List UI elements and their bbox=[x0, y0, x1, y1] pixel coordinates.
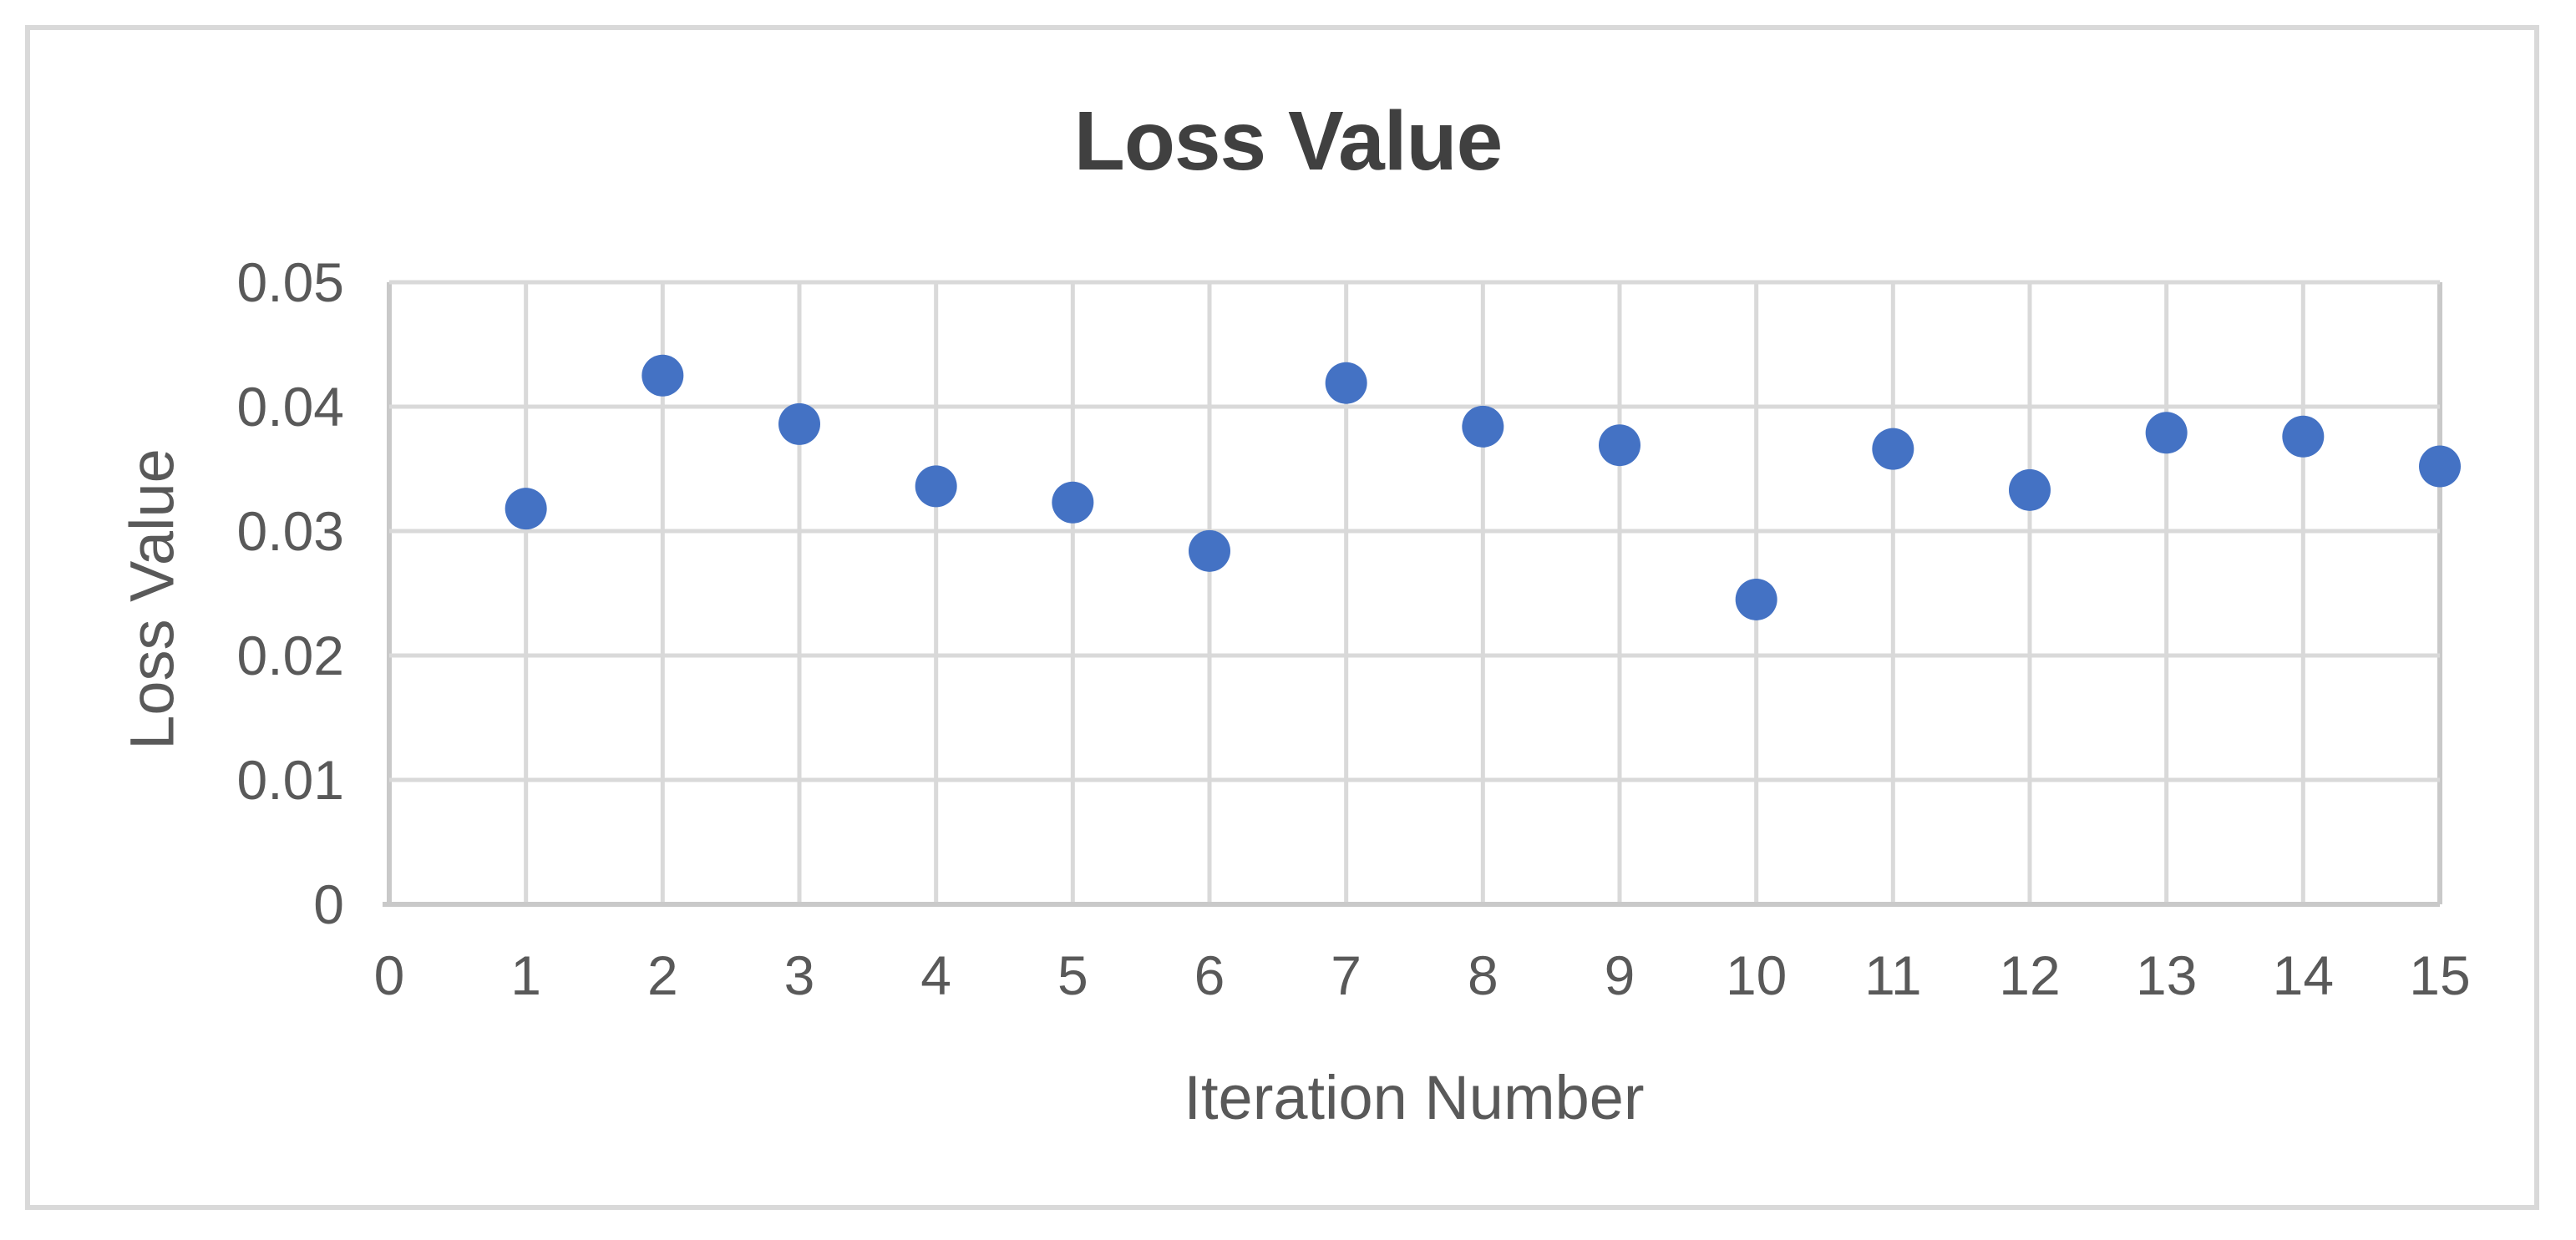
data-point-2 bbox=[641, 354, 684, 397]
y-tick-label-0.04: 0.04 bbox=[236, 376, 344, 438]
x-axis-title: Iteration Number bbox=[1184, 1063, 1645, 1132]
chart-title: Loss Value bbox=[1073, 94, 1503, 188]
x-tick-label-1: 1 bbox=[510, 944, 542, 1006]
x-tick-label-12: 12 bbox=[1999, 944, 2061, 1006]
y-tick-label-0.02: 0.02 bbox=[236, 625, 344, 686]
data-point-14 bbox=[2282, 415, 2325, 458]
data-point-3 bbox=[778, 402, 820, 445]
x-tick-label-15: 15 bbox=[2409, 944, 2471, 1006]
x-tick-label-7: 7 bbox=[1331, 944, 1362, 1006]
x-tick-label-9: 9 bbox=[1604, 944, 1635, 1006]
y-tick-label-0: 0 bbox=[313, 873, 344, 935]
y-axis-title: Loss Value bbox=[117, 448, 187, 750]
x-tick-label-10: 10 bbox=[1725, 944, 1787, 1006]
x-tick-label-4: 4 bbox=[920, 944, 952, 1006]
chart-border bbox=[25, 25, 2539, 1210]
data-point-8 bbox=[1462, 405, 1504, 448]
data-point-13 bbox=[2145, 412, 2188, 454]
x-tick-label-2: 2 bbox=[647, 944, 678, 1006]
x-tick-label-8: 8 bbox=[1467, 944, 1498, 1006]
x-tick-label-3: 3 bbox=[783, 944, 815, 1006]
x-tick-label-0: 0 bbox=[373, 944, 405, 1006]
x-tick-label-13: 13 bbox=[2135, 944, 2198, 1006]
x-tick-label-6: 6 bbox=[1194, 944, 1225, 1006]
data-point-15 bbox=[2419, 445, 2461, 488]
data-point-10 bbox=[1735, 578, 1777, 620]
y-tick-label-0.01: 0.01 bbox=[236, 749, 344, 811]
x-tick-label-14: 14 bbox=[2272, 944, 2335, 1006]
y-tick-label-0.05: 0.05 bbox=[236, 251, 344, 313]
data-point-4 bbox=[915, 465, 957, 508]
data-point-5 bbox=[1052, 481, 1094, 524]
data-point-12 bbox=[2009, 468, 2051, 511]
data-point-11 bbox=[1872, 428, 1914, 470]
data-point-1 bbox=[505, 488, 547, 530]
data-point-6 bbox=[1189, 529, 1230, 572]
y-tick-label-0.03: 0.03 bbox=[236, 500, 344, 562]
x-tick-label-11: 11 bbox=[1864, 944, 1922, 1006]
data-point-9 bbox=[1599, 424, 1640, 467]
data-point-7 bbox=[1325, 362, 1367, 404]
x-tick-label-5: 5 bbox=[1057, 944, 1088, 1006]
